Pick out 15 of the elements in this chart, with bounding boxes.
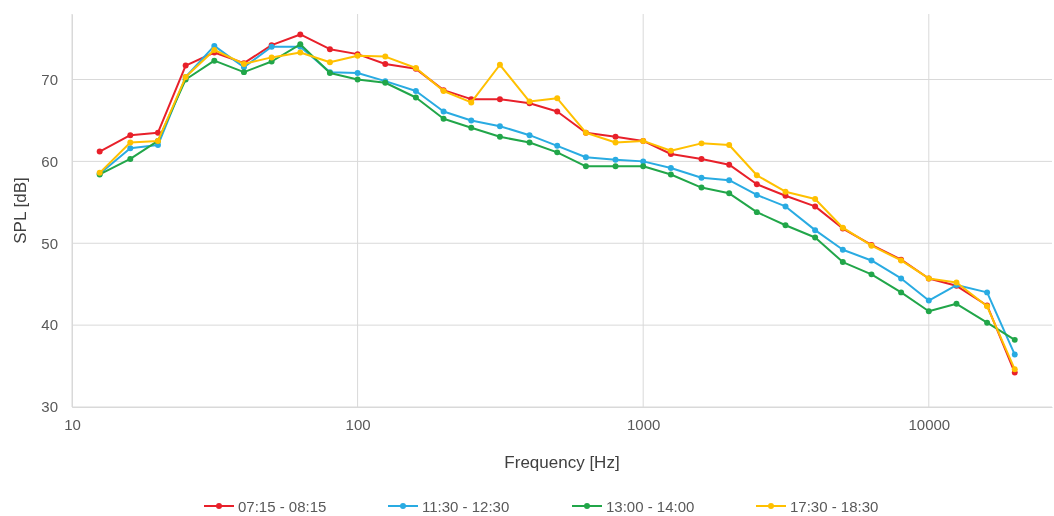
y-tick-label: 30 <box>41 398 58 416</box>
x-tick-label: 1000 <box>627 415 661 433</box>
x-tick-label: 10000 <box>908 415 951 433</box>
legend-label: 13:00 - 14:00 <box>606 497 695 515</box>
y-axis-title: SPL [dB] <box>11 177 30 244</box>
legend-label: 07:15 - 08:15 <box>238 497 327 515</box>
x-axis-title: Frequency [Hz] <box>504 453 620 472</box>
x-tick-label: 10 <box>64 415 81 433</box>
x-tick-label: 100 <box>345 415 371 433</box>
y-tick-label: 40 <box>41 316 58 334</box>
y-tick-label: 70 <box>41 70 58 88</box>
y-tick-label: 50 <box>41 234 58 252</box>
legend-label: 17:30 - 18:30 <box>790 497 879 515</box>
legend-label: 11:30 - 12:30 <box>422 497 510 515</box>
y-tick-label: 60 <box>41 152 58 170</box>
